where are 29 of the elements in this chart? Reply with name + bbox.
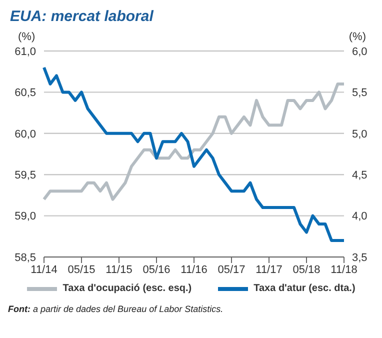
x-tick-label: 11/16 bbox=[180, 264, 208, 276]
x-tick-label: 11/15 bbox=[106, 264, 132, 276]
y2-tick-label: 3,5 bbox=[352, 252, 368, 264]
legend-label: Taxa d'atur (esc. dta.) bbox=[254, 283, 356, 294]
x-tick-label: 05/15 bbox=[68, 264, 96, 276]
line-series bbox=[42, 66, 346, 242]
x-tick-label: 05/17 bbox=[218, 264, 246, 276]
legend-label: Taxa d'ocupació (esc. esq.) bbox=[62, 283, 192, 294]
y-tick-label: 59,0 bbox=[14, 210, 36, 223]
y2-tick-label: 4,5 bbox=[352, 170, 368, 182]
chart-title: EUA: mercat laboral bbox=[10, 8, 155, 25]
x-tick-label: 11/14 bbox=[30, 264, 58, 276]
y2-tick-label: 6,0 bbox=[352, 46, 368, 58]
y-tick-label: 60,5 bbox=[14, 87, 36, 100]
line-series bbox=[42, 82, 346, 201]
y2-tick-label: 4,0 bbox=[352, 210, 368, 223]
y-tick-label: 58,5 bbox=[14, 252, 36, 264]
x-tick-label: 11/18 bbox=[330, 264, 358, 276]
x-tick-label: 11/17 bbox=[256, 264, 282, 276]
y-tick-label: 59,5 bbox=[14, 170, 36, 182]
y2-tick-label: 5,0 bbox=[352, 128, 368, 140]
y2-axis-title: (%) bbox=[348, 31, 366, 43]
x-tick-label: 05/18 bbox=[292, 264, 320, 276]
y-axis-title: (%) bbox=[18, 31, 36, 43]
y-tick-label: 61,0 bbox=[14, 46, 36, 58]
y2-tick-label: 5,5 bbox=[352, 87, 368, 100]
x-tick-label: 05/16 bbox=[142, 264, 170, 276]
y-tick-label: 60,0 bbox=[14, 128, 36, 140]
text: Font: a partir de dades del Bureau of Labor Statistics. bbox=[8, 304, 224, 314]
